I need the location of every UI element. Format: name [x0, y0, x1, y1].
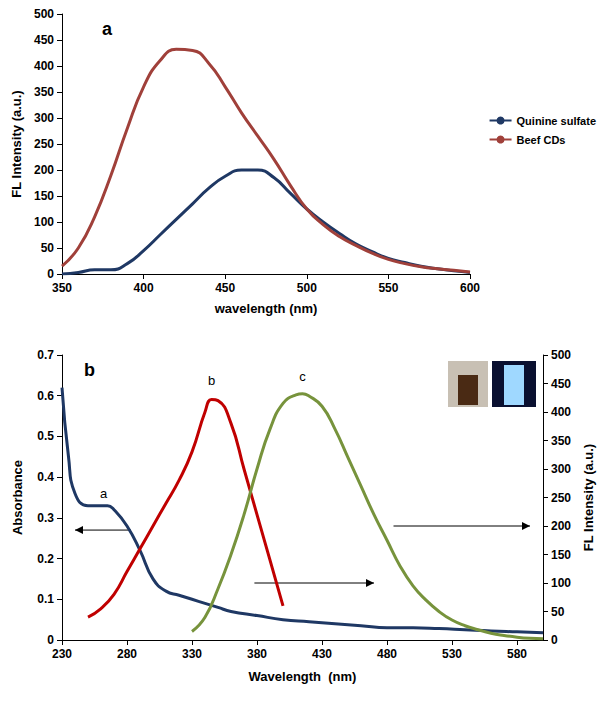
svg-text:wavelength (nm): wavelength (nm): [214, 301, 318, 316]
svg-text:500: 500: [551, 348, 571, 362]
svg-text:0.7: 0.7: [37, 348, 54, 362]
svg-text:FL Intensity (a.u.): FL Intensity (a.u.): [9, 90, 24, 197]
svg-text:FL Intensity (a.u.): FL Intensity (a.u.): [581, 444, 596, 551]
svg-text:350: 350: [52, 281, 72, 295]
svg-text:500: 500: [297, 281, 317, 295]
svg-text:450: 450: [215, 281, 235, 295]
svg-text:50: 50: [41, 241, 55, 255]
svg-text:0: 0: [551, 633, 558, 647]
svg-text:250: 250: [34, 137, 54, 151]
svg-text:b: b: [84, 360, 95, 380]
svg-text:0.3: 0.3: [37, 511, 54, 525]
svg-text:280: 280: [117, 647, 137, 661]
svg-text:450: 450: [551, 377, 571, 391]
svg-text:150: 150: [34, 189, 54, 203]
svg-text:a: a: [102, 19, 113, 39]
svg-text:c: c: [299, 369, 306, 384]
svg-text:Wavelength (nm): Wavelength (nm): [249, 669, 357, 684]
svg-text:530: 530: [442, 647, 462, 661]
svg-text:550: 550: [378, 281, 398, 295]
svg-text:0.5: 0.5: [37, 429, 54, 443]
svg-text:380: 380: [247, 647, 267, 661]
svg-text:500: 500: [34, 7, 54, 21]
svg-text:150: 150: [551, 548, 571, 562]
svg-text:200: 200: [551, 519, 571, 533]
svg-text:100: 100: [551, 576, 571, 590]
svg-text:0.2: 0.2: [37, 552, 54, 566]
svg-text:350: 350: [551, 434, 571, 448]
svg-text:0.4: 0.4: [37, 470, 54, 484]
svg-text:400: 400: [34, 59, 54, 73]
svg-text:50: 50: [551, 605, 565, 619]
svg-text:400: 400: [551, 405, 571, 419]
svg-text:230: 230: [52, 647, 72, 661]
svg-text:100: 100: [34, 215, 54, 229]
svg-text:350: 350: [34, 85, 54, 99]
svg-text:a: a: [100, 486, 108, 501]
svg-text:300: 300: [551, 462, 571, 476]
svg-text:0: 0: [47, 267, 54, 281]
svg-text:600: 600: [460, 281, 480, 295]
svg-text:330: 330: [182, 647, 202, 661]
svg-text:580: 580: [507, 647, 527, 661]
svg-text:200: 200: [34, 163, 54, 177]
svg-text:0: 0: [47, 633, 54, 647]
svg-text:250: 250: [551, 491, 571, 505]
svg-text:Quinine sulfate: Quinine sulfate: [517, 115, 596, 127]
svg-text:450: 450: [34, 33, 54, 47]
svg-text:430: 430: [312, 647, 332, 661]
svg-text:0.6: 0.6: [37, 389, 54, 403]
svg-text:0.1: 0.1: [37, 592, 54, 606]
svg-text:300: 300: [34, 111, 54, 125]
svg-text:Beef CDs: Beef CDs: [517, 134, 566, 146]
svg-text:480: 480: [377, 647, 397, 661]
svg-text:b: b: [208, 373, 215, 388]
svg-text:400: 400: [134, 281, 154, 295]
svg-text:Absorbance: Absorbance: [10, 460, 25, 535]
